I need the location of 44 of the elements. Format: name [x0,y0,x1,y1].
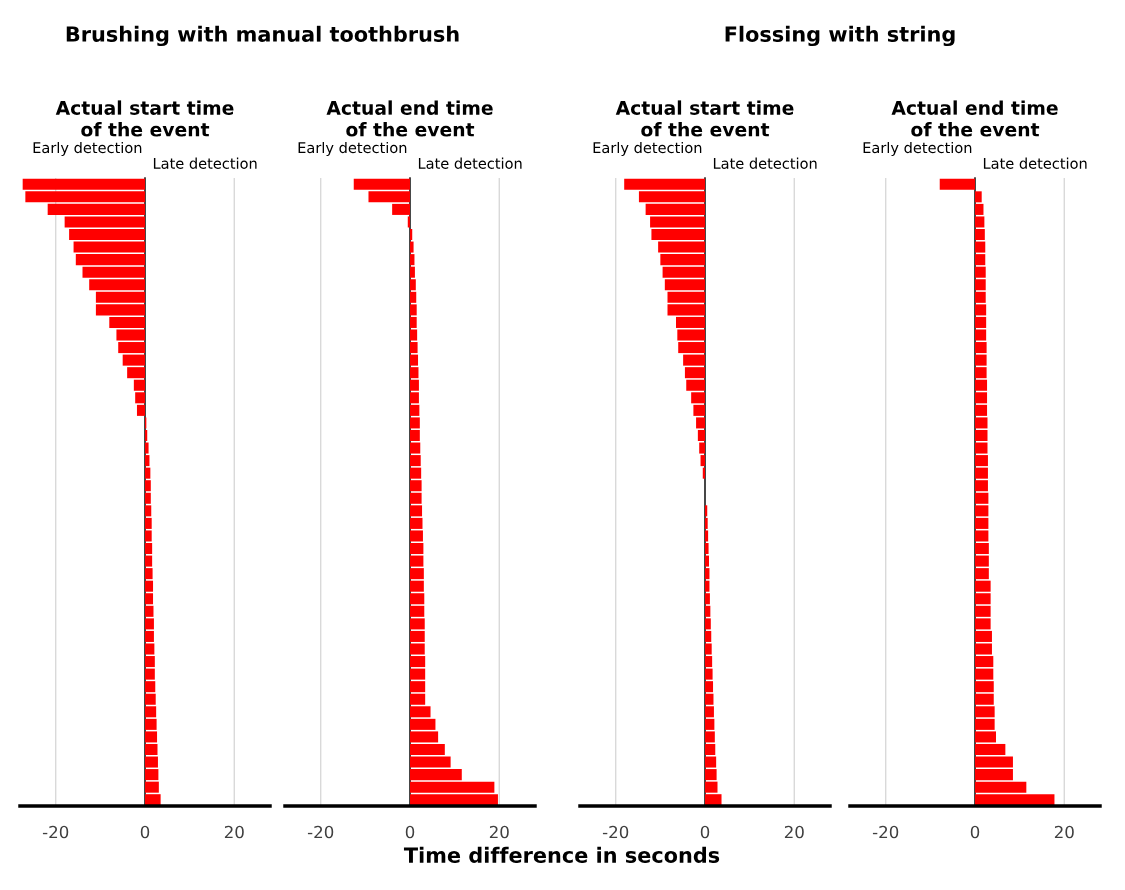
text: Late detection [153,157,257,169]
text: Late detection [983,157,1087,169]
chart-title: Actual start time of the event [55,100,234,137]
x-tick-label: -20 [42,825,69,839]
text: Flossing with string [725,25,955,47]
text: Early detection [298,141,407,157]
chart-title: Actual end time of the event [326,100,493,137]
x-tick-label: 0 [970,825,980,839]
text: Late detection [713,157,817,169]
chart-title: Actual start time of the event [615,100,794,137]
bar [697,429,705,442]
bar [145,743,158,756]
x-tick-label: -20 [307,825,334,839]
x-tick-label: 0 [700,825,710,839]
bar [975,743,1006,756]
x-tick-label: -20 [602,825,629,839]
bar [975,228,985,241]
text: Late detection [418,157,522,169]
bar [975,191,982,203]
bar [705,743,716,756]
bar [145,542,153,555]
x-tick-label: 20 [1054,825,1074,839]
x-tick-label: 20 [489,825,509,839]
bar [69,228,145,241]
bar [975,429,988,442]
text: Brushing with manual toothbrush [66,25,459,47]
bar [410,429,420,442]
bar [705,542,709,555]
x-axis-title: Time difference in seconds [403,846,720,863]
text: Early detection [863,141,972,157]
bar [939,178,975,190]
chart-title: Actual end time of the event [891,100,1058,137]
bar [410,743,445,756]
bar [651,228,705,241]
bar [136,404,145,416]
text: Early detection [593,141,702,157]
x-tick-label: 20 [224,825,244,839]
x-tick-label: -20 [872,825,899,839]
text: Early detection [33,141,142,157]
bar [975,542,989,555]
x-tick-label: 0 [140,825,150,839]
x-tick-label: 0 [405,825,415,839]
bar [410,542,424,555]
x-tick-label: 20 [784,825,804,839]
